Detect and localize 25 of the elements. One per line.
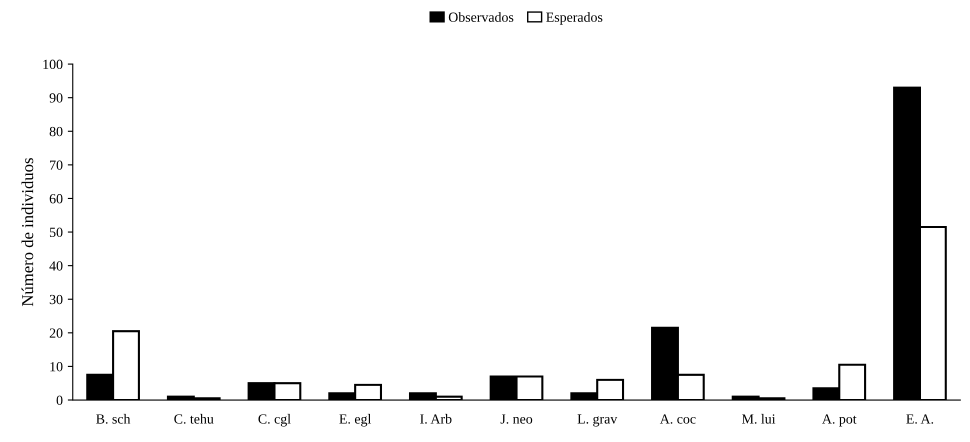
y-tick-label: 80 [50,126,62,136]
x-tick-label: E. egl [339,414,372,427]
y-tick-label: 50 [50,228,62,238]
x-tick-label: J. neo [500,414,532,424]
y-axis-title: Número de individuos [22,158,34,306]
x-tick-label: A. coc [660,414,696,424]
x-tick-label: A. pot [822,414,857,426]
y-tick-label: 0 [56,396,62,405]
x-tick-label: B. sch [96,414,130,424]
x-tick-label: C. cgl [258,414,291,427]
y-tick-label: 100 [43,60,62,70]
x-tick-label: M. lui [742,414,776,424]
x-tick-label: C. tehu [174,414,214,424]
legend-label: Esperados [546,12,602,25]
x-tick-label: L. grav [578,414,618,426]
y-tick-label: 60 [50,194,62,204]
y-tick-label: 70 [50,160,62,170]
x-tick-label: I. Arb [420,414,452,424]
legend-label: Observados [448,12,514,22]
y-tick-label: 40 [49,261,62,271]
y-tick-label: 90 [50,93,62,103]
x-tick-label: E. A. [906,414,934,424]
y-tick-label: 20 [50,328,62,338]
y-tick-label: 30 [50,294,62,304]
y-tick-label: 10 [50,362,62,372]
